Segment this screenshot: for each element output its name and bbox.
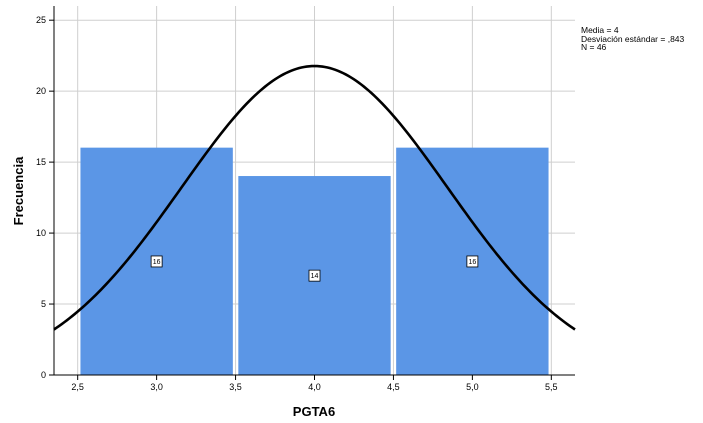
y-tick-label: 0 — [41, 370, 46, 380]
bar-data-label: 16 — [151, 256, 162, 267]
y-tick-label: 20 — [36, 86, 46, 96]
data-label-text: 14 — [311, 273, 319, 280]
x-axis-title: PGTA6 — [293, 404, 335, 419]
x-tick-label: 3,0 — [150, 382, 163, 392]
stats-legend: Media = 4 Desviación estándar = ,843 N =… — [581, 26, 684, 52]
bar-data-label: 16 — [467, 256, 478, 267]
y-tick-label: 5 — [41, 299, 46, 309]
y-tick-label: 15 — [36, 157, 46, 167]
x-tick-label: 4,5 — [387, 382, 400, 392]
x-tick-label: 2,5 — [71, 382, 84, 392]
data-label-text: 16 — [468, 259, 476, 266]
n-stat: N = 46 — [581, 43, 684, 52]
y-axis-title: Frecuencia — [11, 156, 26, 225]
bar-data-label: 14 — [309, 270, 320, 281]
x-tick-label: 4,0 — [308, 382, 321, 392]
y-tick-label: 25 — [36, 15, 46, 25]
x-tick-label: 5,5 — [545, 382, 558, 392]
data-label-text: 16 — [153, 259, 161, 266]
y-tick-label: 10 — [36, 228, 46, 238]
x-tick-label: 5,0 — [466, 382, 479, 392]
x-tick-label: 3,5 — [229, 382, 242, 392]
